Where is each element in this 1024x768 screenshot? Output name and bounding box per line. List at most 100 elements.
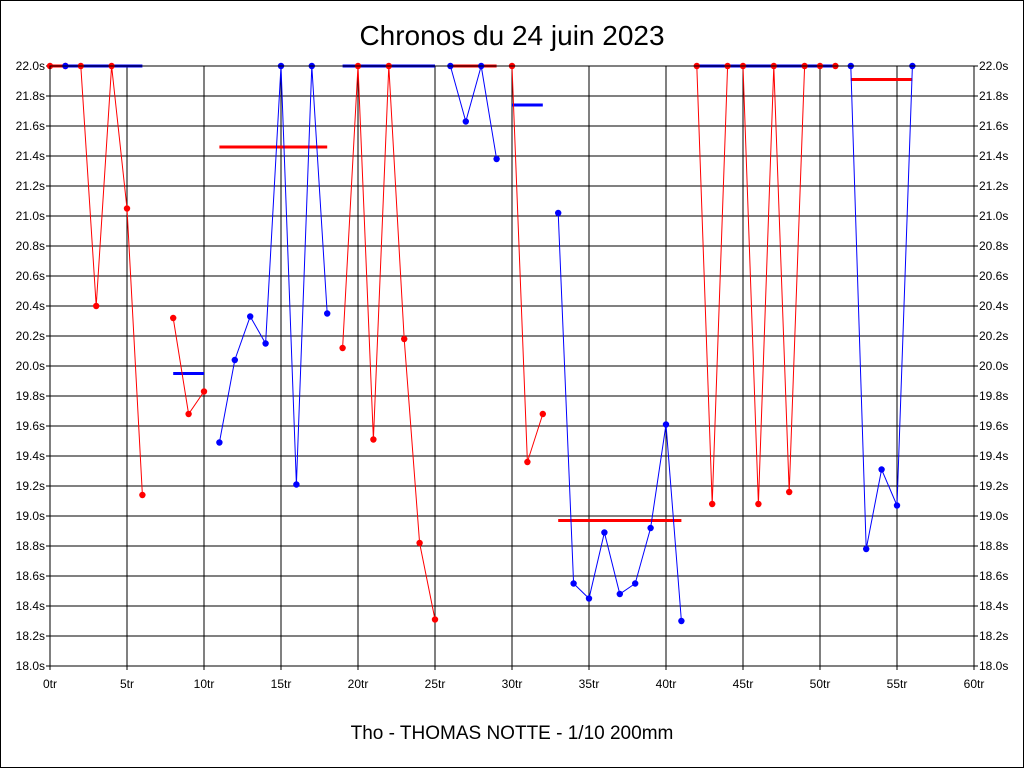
y-tick-label-left: 18.6s: [16, 569, 45, 583]
y-tick-label-right: 18.4s: [979, 599, 1008, 613]
y-tick-label-left: 20.2s: [16, 329, 45, 343]
x-tick-label: 30tr: [502, 677, 523, 691]
y-tick-label-left: 20.4s: [16, 299, 45, 313]
y-tick-label-right: 18.8s: [979, 539, 1008, 553]
x-tick-label: 0tr: [43, 677, 57, 691]
data-point: [139, 491, 146, 499]
x-tick-label: 50tr: [810, 677, 831, 691]
y-tick-label-right: 19.8s: [979, 389, 1008, 403]
data-point: [709, 500, 716, 508]
data-point: [662, 421, 670, 428]
x-tick-label: 10tr: [194, 677, 215, 691]
data-point: [93, 302, 100, 310]
plot-area-border: [49, 65, 975, 667]
x-tick-label: 5tr: [120, 677, 134, 691]
series-line: [80, 65, 143, 496]
y-tick-label-right: 21.0s: [979, 209, 1008, 223]
y-tick-label-left: 18.2s: [16, 629, 45, 643]
y-tick-label-right: 20.0s: [979, 359, 1008, 373]
series-line: [449, 65, 498, 160]
data-point: [324, 310, 331, 317]
x-tick-label: 25tr: [425, 677, 446, 691]
data-point: [647, 524, 654, 532]
data-point: [524, 458, 531, 466]
x-tick-label: 45tr: [733, 677, 754, 691]
y-tick-label-left: 19.0s: [16, 509, 45, 523]
y-tick-label-right: 20.6s: [979, 269, 1008, 283]
series-line: [511, 65, 544, 463]
chart-subtitle: Tho - THOMAS NOTTE - 1/10 200mm: [351, 723, 674, 744]
data-point: [216, 439, 223, 446]
data-point: [339, 344, 346, 352]
series-line: [850, 65, 913, 550]
series-line: [218, 65, 328, 485]
data-point: [878, 466, 885, 473]
y-tick-label-right: 20.4s: [979, 299, 1008, 313]
data-point: [863, 545, 870, 553]
data-point: [185, 410, 192, 418]
y-tick-label-left: 19.8s: [16, 389, 45, 403]
y-tick-label-left: 22.0s: [16, 59, 45, 73]
y-tick-label-left: 21.8s: [16, 89, 45, 103]
y-tick-label-right: 19.2s: [979, 479, 1008, 493]
series-lines: [50, 65, 913, 622]
data-point: [493, 155, 500, 163]
data-point: [431, 616, 439, 623]
data-point: [231, 356, 238, 364]
y-tick-label-right: 18.2s: [979, 629, 1008, 643]
data-point: [616, 590, 623, 598]
y-tick-label-left: 18.8s: [16, 539, 45, 553]
series-line: [342, 65, 436, 620]
y-tick-label-right: 20.2s: [979, 329, 1008, 343]
y-tick-label-left: 21.4s: [16, 149, 45, 163]
y-tick-label-left: 21.6s: [16, 119, 45, 133]
data-point: [293, 481, 300, 488]
y-tick-label-right: 18.6s: [979, 569, 1008, 583]
data-point: [678, 617, 685, 625]
x-tick-label: 40tr: [656, 677, 677, 691]
data-point: [462, 118, 469, 125]
y-tick-label-left: 19.6s: [16, 419, 45, 433]
chart-title: Chronos du 24 juin 2023: [359, 20, 664, 51]
y-tick-label-left: 19.4s: [16, 449, 45, 463]
x-tick-label: 60tr: [964, 677, 985, 691]
y-tick-label-left: 20.0s: [16, 359, 45, 373]
y-axis-ticks: 18.0s 18.0s 18.2s 18.2s 18.4s 18.4s 18.6s 18.6s…: [16, 59, 1009, 673]
data-point: [555, 209, 562, 217]
data-point: [170, 314, 177, 322]
data-point: [893, 502, 901, 509]
x-tick-label: 15tr: [271, 677, 292, 691]
data-point: [416, 539, 423, 547]
data-point: [370, 436, 377, 443]
grid: [49, 65, 975, 667]
y-tick-label-right: 19.6s: [979, 419, 1008, 433]
series-line: [557, 212, 682, 622]
y-tick-label-left: 21.0s: [16, 209, 45, 223]
data-point: [632, 580, 639, 587]
y-tick-label-left: 21.2s: [16, 179, 45, 193]
data-point: [585, 595, 593, 602]
y-tick-label-right: 19.4s: [979, 449, 1008, 463]
y-tick-label-left: 20.8s: [16, 239, 45, 253]
y-tick-label-right: 20.8s: [979, 239, 1008, 253]
y-tick-label-right: 22.0s: [979, 59, 1008, 73]
x-tick-label: 20tr: [348, 677, 369, 691]
y-tick-label-right: 21.6s: [979, 119, 1008, 133]
y-tick-label-left: 19.2s: [16, 479, 45, 493]
data-point: [601, 529, 608, 536]
y-tick-label-left: 18.4s: [16, 599, 45, 613]
y-tick-label-left: 20.6s: [16, 269, 45, 283]
data-point: [262, 340, 269, 347]
data-point: [247, 313, 254, 320]
x-axis-ticks: 0tr 5tr 10tr 15tr 20tr 25tr 30tr 35tr 40tr 45tr 50…: [43, 666, 984, 691]
data-point: [786, 488, 793, 496]
data-point: [539, 410, 546, 418]
data-point: [570, 580, 577, 587]
series-line: [696, 65, 836, 505]
y-tick-label-right: 19.0s: [979, 509, 1008, 523]
data-point: [755, 500, 762, 508]
data-point: [401, 335, 408, 343]
y-tick-label-right: 21.8s: [979, 89, 1008, 103]
data-point: [200, 388, 208, 395]
